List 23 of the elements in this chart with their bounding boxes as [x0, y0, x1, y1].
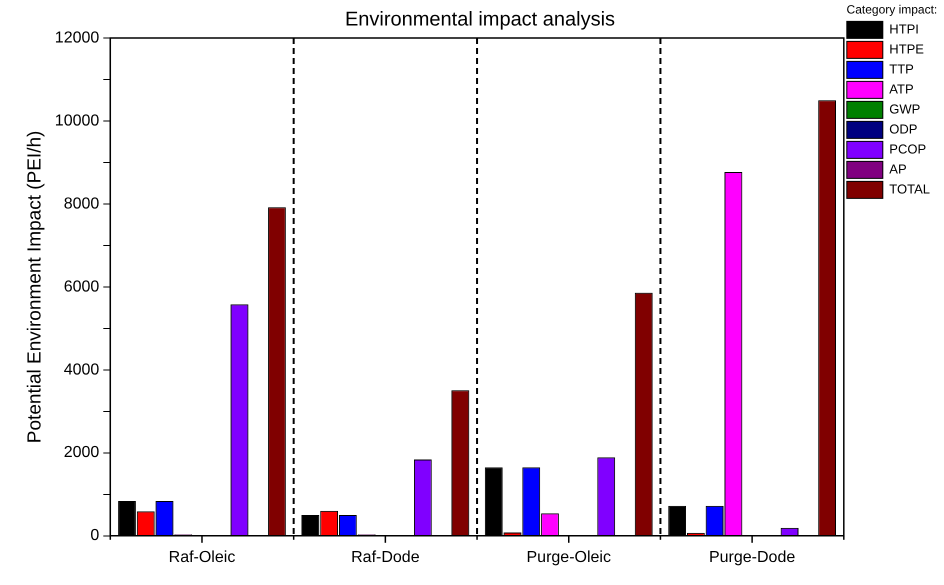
y-tick-label: 6000 — [64, 278, 100, 296]
legend-label: ODP — [889, 121, 918, 136]
y-tick-label: 4000 — [64, 361, 100, 378]
legend-label: PCOP — [889, 141, 926, 156]
legend-label: TTP — [889, 61, 914, 76]
x-tick-label: Purge-Oleic — [526, 548, 611, 566]
legend-label: ATP — [889, 81, 914, 96]
y-tick-label: 0 — [90, 527, 100, 544]
legend-label: HTPI — [889, 21, 919, 36]
y-tick-label: 2000 — [64, 444, 100, 462]
x-tick-label: Raf-Oleic — [168, 548, 236, 566]
legend-title: Category impact: — [846, 2, 938, 16]
chart-title: Environmental impact analysis — [344, 8, 616, 31]
x-tick-label: Raf-Dode — [351, 548, 420, 566]
y-tick-label: 12000 — [54, 29, 100, 46]
y-tick-label: 8000 — [64, 195, 100, 212]
x-tick-label: Purge-Dode — [708, 548, 796, 566]
legend-label: GWP — [889, 101, 920, 116]
legend-label: TOTAL — [889, 181, 930, 196]
legend-label: HTPE — [889, 41, 924, 56]
y-axis-title: Potential Environment Impact (PEI/h) — [24, 130, 46, 444]
y-tick-label: 10000 — [54, 112, 100, 130]
legend-label: AP — [889, 161, 907, 176]
